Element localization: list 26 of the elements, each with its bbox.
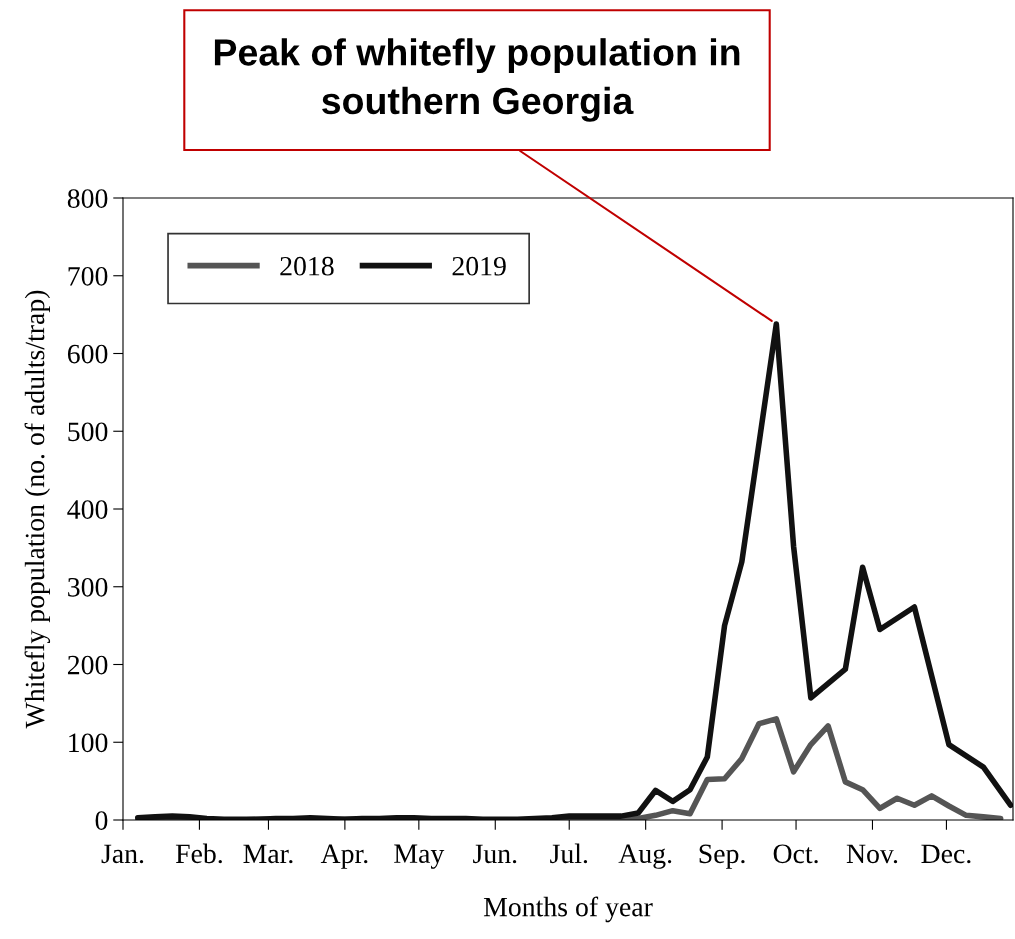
y-tick-label: 300 (68, 577, 108, 597)
x-tick-label: Nov. (846, 844, 898, 864)
x-tick-label: May (394, 844, 445, 869)
x-tick-label: Aug. (618, 844, 672, 869)
x-tick-label: Dec. (921, 844, 971, 864)
y-tick-label: 400 (67, 500, 108, 519)
x-tick-label: Oct. (773, 844, 818, 864)
y-tick-label: 200 (67, 655, 108, 675)
y-tick-label: 800 (67, 189, 108, 208)
x-tick-label: Mar. (243, 844, 293, 864)
y-tick-label: 600 (67, 344, 108, 364)
x-tick-label: Jan. (101, 844, 144, 864)
y-axis-title: Whitefly population (no. of adults/trap) (24, 290, 51, 729)
x-tick-label: Sep. (699, 844, 745, 869)
annotation: Peak of whitefly population in southern Georgia (214, 38, 740, 122)
x-tick-label: Apr. (320, 844, 368, 869)
x-tick-label: Feb. (175, 843, 222, 864)
y-tick-label: 700 (68, 266, 108, 286)
y-tick-label: 0 (95, 811, 108, 830)
y-tick-label: 500 (68, 422, 108, 442)
y-tick-label: 100 (69, 733, 108, 753)
legend-label: 2019 (452, 256, 506, 276)
x-tick-label: Jul. (550, 843, 588, 864)
x-axis-title: Months of year (483, 896, 653, 923)
legend-label: 2018 (280, 256, 334, 276)
x-tick-label: Jun. (473, 844, 517, 864)
